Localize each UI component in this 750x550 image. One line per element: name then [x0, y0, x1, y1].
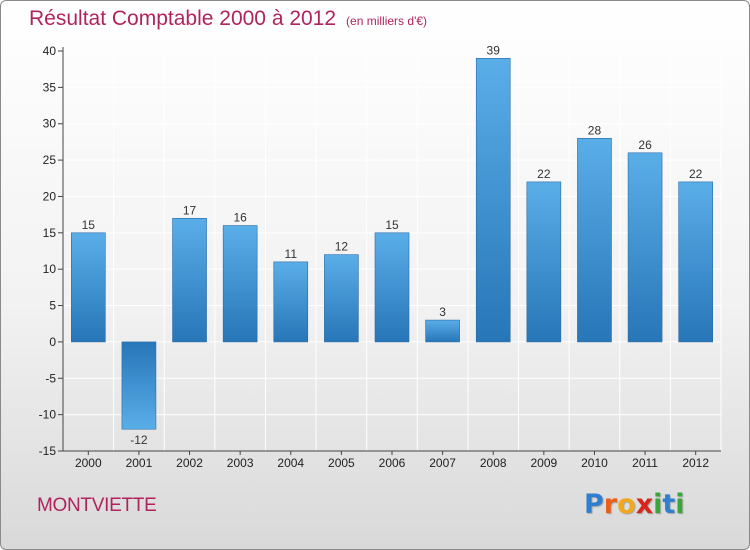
bar-2000	[71, 232, 106, 343]
y-tick-label: 20	[43, 189, 57, 203]
data-label-2004: 11	[285, 247, 298, 261]
bar-2007	[425, 319, 460, 343]
data-label-2001: -12	[130, 433, 148, 447]
data-label-2003: 16	[233, 211, 247, 225]
bar-2009	[526, 181, 562, 343]
x-tick-label-2001: 2001	[126, 456, 153, 470]
x-tick-label-2012: 2012	[682, 456, 709, 470]
data-label-2005: 12	[335, 240, 349, 254]
y-tick-label: -15	[39, 444, 57, 458]
logo-letter: t	[662, 489, 676, 520]
data-label-2007: 3	[439, 305, 446, 319]
chart-title: Résultat Comptable 2000 à 2012 (en millie…	[29, 7, 427, 31]
logo-letter: r	[603, 489, 618, 520]
x-tick-label-2011: 2011	[632, 456, 658, 470]
bar-2006	[374, 232, 410, 343]
city-name: MONTVIETTE	[37, 495, 157, 516]
x-tick-label-2000: 2000	[75, 456, 102, 470]
data-label-2006: 15	[385, 218, 399, 232]
y-tick-label: 30	[43, 117, 57, 131]
label-layer: 15 -12 17 16 11 12 15 3 39 22 28 26 22	[82, 43, 703, 447]
bar-2011	[627, 152, 663, 343]
bar-2002	[172, 217, 207, 343]
chart-subtitle: (en milliers d'€)	[346, 14, 428, 28]
bar-2012	[678, 181, 713, 343]
bar-2008	[475, 57, 511, 343]
y-tick-label: -10	[39, 408, 57, 422]
data-label-2008: 39	[487, 43, 501, 57]
logo-letter: P	[584, 489, 604, 520]
axis-layer: -15 -10 -5 0 5 10 15 20 25 30 35 40 2000 2001 2002 2003…	[39, 44, 721, 470]
data-label-2000: 15	[82, 218, 96, 232]
bar-2005	[324, 254, 359, 343]
data-label-2010: 28	[588, 123, 602, 137]
y-tick-label: 25	[43, 153, 57, 167]
bar-layer	[71, 57, 713, 430]
logo-letter: x	[635, 489, 654, 520]
data-label-2002: 17	[183, 203, 197, 217]
x-tick-label-2003: 2003	[227, 456, 254, 470]
data-label-2011: 26	[638, 138, 652, 152]
x-tick-label-2002: 2002	[176, 456, 203, 470]
y-tick-label: 40	[43, 44, 57, 58]
bar-2004	[273, 261, 309, 343]
x-tick-label-2010: 2010	[581, 456, 608, 470]
x-tick-label-2007: 2007	[429, 456, 456, 470]
y-tick-label: 0	[49, 335, 56, 349]
y-tick-label: 35	[43, 80, 57, 94]
logo-letter: i	[675, 489, 685, 520]
bar-2001	[121, 341, 157, 430]
bar-2010	[577, 137, 612, 343]
x-tick-label-2009: 2009	[530, 456, 557, 470]
x-tick-label-2008: 2008	[480, 456, 507, 470]
x-tick-label-2006: 2006	[379, 456, 406, 470]
y-tick-label: 10	[43, 262, 57, 276]
x-tick-label-2004: 2004	[277, 456, 304, 470]
bar-2003	[222, 225, 258, 343]
data-label-2009: 22	[537, 167, 551, 181]
chart-title-text: Résultat Comptable 2000 à 2012	[29, 7, 337, 30]
x-tick-label-2005: 2005	[328, 456, 355, 470]
y-tick-label: -5	[45, 371, 56, 385]
y-tick-label: 5	[49, 299, 56, 313]
logo-letter: o	[617, 489, 636, 520]
logo-letter: i	[653, 489, 663, 520]
y-tick-label: 15	[43, 226, 57, 240]
data-label-2012: 22	[689, 167, 703, 181]
proxiti-logo[interactable]: Proxiti	[584, 489, 685, 520]
